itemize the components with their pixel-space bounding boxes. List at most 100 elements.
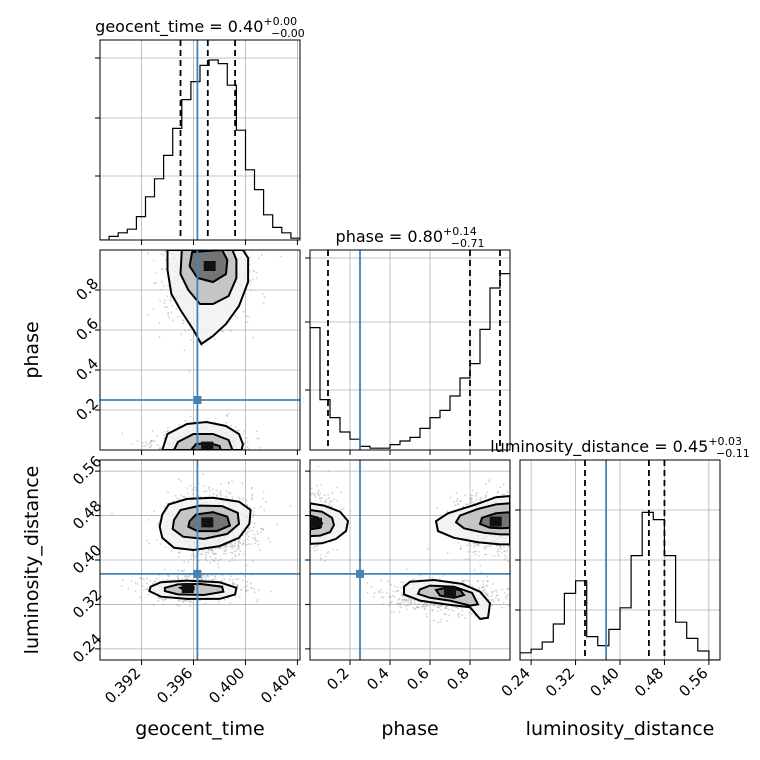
sample-point [181,600,184,603]
sample-point [234,245,236,247]
sample-point [166,578,169,581]
sample-point [253,269,256,272]
sample-point [506,587,509,590]
sample-point [155,578,158,580]
sample-point [189,238,191,240]
sample-point [482,591,485,594]
sample-point [173,454,175,456]
sample-point [254,542,256,545]
sample-point [490,604,493,607]
sample-point [307,536,309,538]
sample-point [218,559,220,562]
sample-point [304,529,306,531]
sample-point [150,439,152,442]
sample-point [206,559,208,562]
sample-point [306,519,308,521]
sample-point [153,282,155,285]
sample-point [231,462,233,464]
sample-point [456,498,459,500]
sample-point [217,600,220,603]
sample-point [223,550,226,553]
sample-point [302,547,304,549]
sample-point [202,241,204,243]
sample-point [370,586,373,588]
sample-point [450,608,453,611]
sample-point [464,558,467,561]
sample-point [227,481,230,484]
sample-point [529,498,531,500]
sample-point [263,296,266,299]
sample-point [234,542,237,545]
sample-point [305,511,307,513]
sample-point [512,514,514,516]
sample-point [461,579,464,582]
sample-point [525,543,527,545]
sample-point [198,559,200,562]
sample-point [253,233,255,235]
sample-point [194,229,196,231]
sample-point [189,453,191,455]
sample-point [313,549,316,552]
sample-point [166,451,168,453]
sample-point [202,243,204,245]
sample-point [164,546,167,549]
sample-point [252,270,255,273]
sample-point [211,578,214,581]
sample-point [473,550,476,553]
sample-point [189,234,191,236]
sample-point [167,430,169,433]
sample-point [146,452,148,454]
sample-point [527,513,529,515]
sample-point [163,285,166,287]
sample-point [262,497,265,500]
sample-point [159,447,162,450]
sample-point [320,497,323,500]
sample-point [527,526,529,528]
sample-point [307,504,309,506]
sample-point [233,559,236,562]
sample-point [218,491,221,494]
sample-point [156,444,159,446]
sample-point [527,540,529,542]
sample-point [208,452,210,454]
sample-point [223,224,225,226]
sample-point [197,452,199,454]
sample-point [236,453,238,455]
sample-point [211,558,214,561]
sample-point [496,550,499,553]
sample-point [491,592,493,595]
sample-point [236,316,239,319]
sample-point [208,207,210,209]
sample-point [219,452,221,454]
sample-point [321,497,323,499]
sample-point [218,566,220,569]
sample-point [223,224,225,226]
sample-point [216,464,218,466]
sample-point [307,508,309,510]
sample-point [479,499,481,502]
sample-point [238,464,240,466]
sample-point [249,279,251,282]
sample-point [231,463,233,465]
sample-point [488,480,490,483]
sample-point [180,457,182,459]
sample-point [171,461,173,463]
sample-point [302,506,304,508]
sample-point [468,558,470,560]
contour-line-inner [188,250,229,284]
sample-point [211,214,213,216]
sample-point [306,522,308,524]
sample-point [484,496,486,499]
sample-point [248,228,250,230]
sample-point [253,522,256,525]
sample-point [252,536,254,539]
sample-point [205,553,207,556]
sample-point [195,457,197,459]
sample-point [495,594,498,597]
sample-point [293,520,295,522]
sample-point [528,519,530,521]
sample-point [174,494,177,497]
sample-point [461,580,464,583]
sample-point [436,507,439,510]
sample-point [437,610,439,613]
